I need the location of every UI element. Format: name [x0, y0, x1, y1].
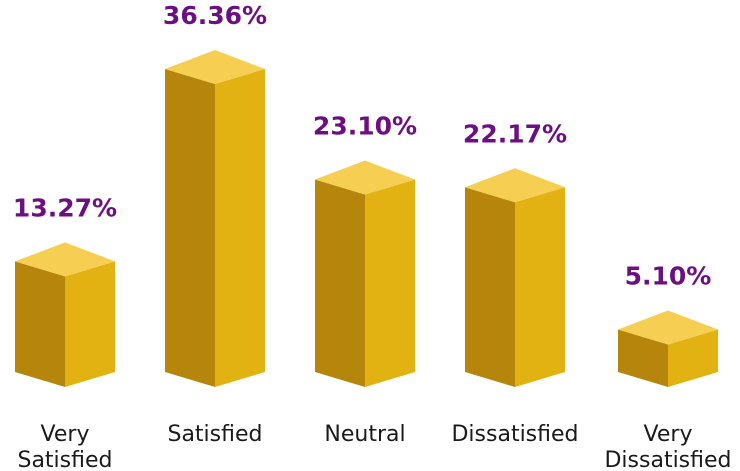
- category-label-line: Very: [41, 422, 90, 447]
- bar-satisfied: [165, 50, 265, 387]
- bar-left-face: [618, 329, 668, 387]
- bar-left-face: [165, 69, 215, 387]
- bar-top-face: [165, 50, 265, 84]
- bars-layer: [15, 50, 718, 387]
- bar-very-dissatisfied: [618, 310, 718, 387]
- value-label-neutral: 23.10%: [313, 112, 417, 141]
- category-label-neutral: Neutral: [324, 422, 405, 447]
- bar-right-face: [215, 69, 265, 387]
- category-label-dissatisfied: Dissatisfied: [451, 422, 578, 447]
- bar-top-face: [465, 168, 565, 203]
- bar-right-face: [515, 187, 565, 387]
- category-label-line: Very: [644, 422, 693, 447]
- value-labels-layer: 13.27% 36.36% 23.10% 22.17% 5.10%: [13, 1, 711, 291]
- category-label-line: Dissatisfied: [604, 448, 731, 471]
- bar-neutral: [315, 160, 415, 387]
- bar-right-face: [365, 179, 415, 387]
- category-label-very-satisfied: Very Satisfied: [17, 422, 112, 471]
- category-label-line: Neutral: [324, 422, 405, 447]
- category-label-very-dissatisfied: Very Dissatisfied: [604, 422, 731, 471]
- category-label-line: Dissatisfied: [451, 422, 578, 447]
- bar-top-face: [15, 242, 115, 277]
- bar-very-satisfied: [15, 242, 115, 387]
- value-label-very-dissatisfied: 5.10%: [625, 262, 712, 291]
- category-label-satisfied: Satisfied: [167, 422, 262, 447]
- value-label-dissatisfied: 22.17%: [463, 119, 567, 148]
- bar-dissatisfied: [465, 168, 565, 387]
- category-label-line: Satisfied: [17, 448, 112, 471]
- bar-left-face: [15, 261, 65, 387]
- bar-right-face: [668, 329, 718, 387]
- value-label-very-satisfied: 13.27%: [13, 193, 117, 222]
- bar-left-face: [465, 187, 515, 387]
- category-label-line: Satisfied: [167, 422, 262, 447]
- bar-left-face: [315, 179, 365, 387]
- bar-right-face: [65, 261, 115, 387]
- value-label-satisfied: 36.36%: [163, 1, 267, 30]
- bar-top-face: [618, 310, 718, 345]
- bar-top-face: [315, 160, 415, 195]
